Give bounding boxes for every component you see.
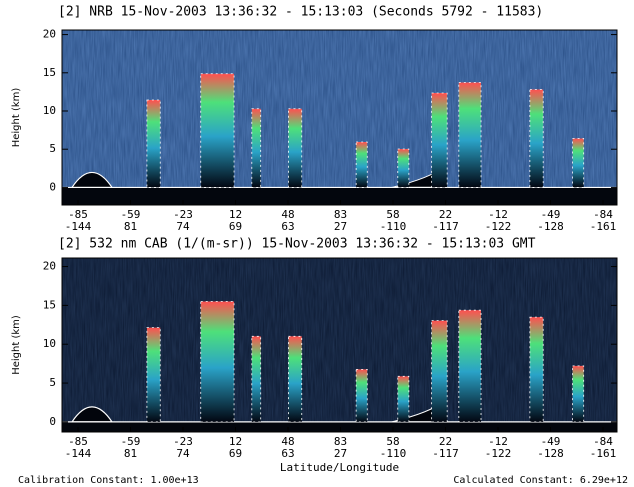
y-tick-label: 15: [43, 298, 56, 311]
cloud-column: [572, 365, 585, 423]
x-tick-label: -84: [593, 208, 613, 221]
cloud-column: [251, 335, 262, 423]
x-tick-label: 12: [229, 435, 242, 448]
plot-frame: [61, 257, 618, 433]
x-tick-label: -23: [173, 435, 193, 448]
cloud-column: [288, 108, 303, 188]
x-tick-label: 63: [281, 447, 294, 460]
x-tick-label: -161: [590, 220, 617, 233]
x-tick-label: -85: [68, 208, 88, 221]
x-tick-label: 58: [386, 208, 399, 221]
y-tick-label: 0: [49, 415, 56, 428]
y-tick-label: 15: [43, 66, 56, 79]
x-tick-label: -59: [121, 435, 141, 448]
panel-title: [2] NRB 15-Nov-2003 13:36:32 - 15:13:03 …: [58, 5, 543, 20]
x-tick-label: -49: [541, 435, 561, 448]
x-tick-label: 74: [176, 220, 190, 233]
x-tick-label: -12: [488, 208, 508, 221]
cloud-column: [431, 92, 448, 188]
x-tick-label: -128: [537, 220, 564, 233]
y-tick-label: 10: [43, 104, 56, 117]
panel: [2] NRB 15-Nov-2003 13:36:32 - 15:13:03 …: [11, 5, 618, 233]
cloud-column: [458, 82, 482, 188]
y-axis-label: Height (km): [11, 88, 22, 148]
x-tick-label: 69: [229, 220, 242, 233]
cloud-column: [572, 138, 585, 188]
x-tick-label: 81: [124, 220, 137, 233]
cloud-column: [146, 99, 161, 188]
cloud-column: [200, 301, 235, 423]
cloud-column: [288, 335, 303, 423]
y-axis-label: Height (km): [11, 315, 22, 375]
x-axis-label: Latitude/Longitude: [280, 461, 399, 474]
cloud-column: [397, 148, 410, 188]
ground: [62, 421, 617, 432]
x-tick-label: -117: [432, 447, 459, 460]
y-tick-label: 20: [43, 28, 56, 41]
x-tick-label: 48: [281, 208, 294, 221]
x-tick-label: -117: [432, 220, 459, 233]
x-tick-label: 81: [124, 447, 137, 460]
x-tick-label: -85: [68, 435, 88, 448]
cloud-column: [458, 309, 482, 423]
cloud-column: [200, 73, 235, 188]
x-tick-label: 69: [229, 447, 242, 460]
x-tick-label: 83: [334, 435, 347, 448]
cloud-column: [355, 141, 368, 188]
x-tick-label: 22: [439, 435, 452, 448]
x-tick-label: -23: [173, 208, 193, 221]
x-tick-label: -144: [65, 220, 92, 233]
x-tick-label: -84: [593, 435, 613, 448]
x-tick-label: -122: [485, 220, 512, 233]
panel-title: [2] 532 nm CAB (1/(m-sr)) 15-Nov-2003 13…: [58, 237, 536, 252]
x-tick-label: -49: [541, 208, 561, 221]
plot-frame: [61, 29, 618, 206]
y-tick-label: 5: [49, 376, 56, 389]
x-tick-label: 27: [334, 447, 347, 460]
x-tick-label: 63: [281, 220, 294, 233]
cloud-column: [355, 368, 368, 423]
cloud-column: [431, 320, 448, 423]
x-tick-label: 74: [176, 447, 190, 460]
x-tick-label: -110: [380, 447, 407, 460]
ground: [62, 187, 617, 205]
y-tick-label: 0: [49, 180, 56, 193]
x-tick-label: -122: [485, 447, 512, 460]
cloud-column: [146, 327, 161, 423]
cloud-column: [397, 375, 410, 423]
annotation: Calculated Constant: 6.29e+12: [453, 475, 628, 486]
x-tick-label: 48: [281, 435, 294, 448]
annotation: Calibration Constant: 1.00e+13: [18, 475, 199, 486]
x-tick-label: 58: [386, 435, 399, 448]
x-tick-label: -110: [380, 220, 407, 233]
y-tick-label: 10: [43, 337, 56, 350]
panel: [2] 532 nm CAB (1/(m-sr)) 15-Nov-2003 13…: [11, 237, 628, 487]
x-tick-label: -59: [121, 208, 141, 221]
x-tick-label: 83: [334, 208, 347, 221]
x-tick-label: -12: [488, 435, 508, 448]
x-tick-label: 12: [229, 208, 242, 221]
cloud-column: [529, 316, 544, 423]
x-tick-label: -161: [590, 447, 617, 460]
y-tick-label: 20: [43, 260, 56, 273]
x-tick-label: -128: [537, 447, 564, 460]
cloud-column: [529, 89, 544, 188]
cloud-column: [251, 108, 262, 188]
x-tick-label: -144: [65, 447, 92, 460]
x-tick-label: 27: [334, 220, 347, 233]
y-tick-label: 5: [49, 142, 56, 155]
x-tick-label: 22: [439, 208, 452, 221]
